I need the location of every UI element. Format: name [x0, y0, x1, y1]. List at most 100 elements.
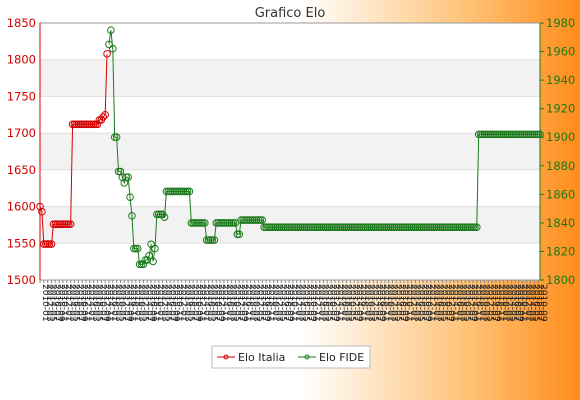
x-tick-label: 2010-01	[385, 284, 395, 322]
left-y-axis: 1500 1550 1600 1650 1700 1750 1800 1850	[7, 16, 41, 287]
data-point	[191, 219, 199, 227]
data-point	[446, 223, 454, 231]
left-tick-label: 1800	[7, 53, 36, 67]
data-point	[310, 223, 318, 231]
x-tick-label: 2010-05	[117, 284, 127, 322]
x-tick-label: 2012-01	[63, 284, 73, 322]
right-tick-label: 1940	[546, 73, 575, 87]
data-point	[256, 216, 265, 224]
legend-fide-marker	[304, 354, 310, 360]
data-point	[130, 244, 138, 253]
legend: Elo Italia Elo FIDE	[211, 345, 371, 369]
data-point	[258, 216, 267, 224]
data-point	[338, 223, 347, 231]
x-tick-label: 2016-09	[147, 284, 157, 322]
data-point	[179, 187, 188, 196]
x-tick-label: 2016-09	[377, 284, 387, 322]
data-point	[250, 216, 259, 224]
data-point	[43, 240, 52, 248]
x-tick-label: 2016-03	[435, 284, 445, 322]
x-tick-label: 2014-01	[316, 284, 326, 322]
data-point	[290, 223, 299, 231]
data-point	[214, 219, 222, 227]
data-point	[197, 219, 205, 227]
data-point	[145, 251, 153, 260]
data-point	[503, 130, 512, 139]
data-point	[112, 133, 121, 142]
data-point	[107, 26, 115, 34]
x-tick-label: 2012-11	[82, 284, 92, 322]
data-point	[423, 223, 431, 231]
data-point	[304, 223, 312, 231]
legend-box	[211, 345, 371, 369]
data-point	[313, 223, 322, 231]
data-point	[181, 187, 190, 196]
data-point	[515, 130, 523, 139]
data-point	[141, 256, 150, 264]
data-point	[367, 223, 376, 231]
data-point	[86, 120, 94, 129]
x-tick-label: 2014-05	[507, 284, 517, 322]
data-point	[398, 223, 406, 231]
x-tick-label: 2010-09	[78, 284, 88, 322]
data-point	[122, 173, 131, 181]
data-point	[507, 130, 516, 139]
data-point	[131, 244, 140, 253]
data-point	[200, 219, 209, 227]
data-point	[511, 130, 519, 139]
x-tick-label: 2016-01	[454, 284, 464, 322]
data-point	[524, 130, 533, 139]
data-point	[218, 219, 226, 227]
x-tick-label: 2018-11	[266, 284, 276, 322]
legend-fide-label: Elo FIDE	[319, 351, 364, 364]
data-point	[176, 187, 184, 196]
data-point	[264, 223, 272, 231]
data-point	[457, 223, 466, 231]
data-point	[438, 223, 447, 231]
x-tick-label: 2018-01	[247, 284, 257, 322]
x-tick-label: 2012-01	[523, 284, 533, 322]
x-tick-label: 2018-05	[209, 284, 219, 322]
data-point	[469, 223, 477, 231]
x-tick-label: 2016-09	[492, 284, 502, 322]
x-tick-label: 2014-03	[527, 284, 537, 322]
data-point	[335, 223, 343, 231]
left-tick-label: 1700	[7, 126, 36, 140]
data-point	[411, 223, 420, 231]
data-point	[222, 219, 230, 227]
data-point	[432, 223, 441, 231]
data-point	[522, 130, 531, 139]
x-tick-label: 2010-11	[404, 284, 414, 322]
x-tick-label: 2012-07	[120, 284, 130, 322]
data-point	[262, 223, 270, 231]
x-tick-label: 2010-03	[481, 284, 491, 322]
data-point	[49, 220, 58, 228]
x-tick-label: 2014-03	[182, 284, 192, 322]
data-point	[407, 223, 416, 231]
x-tick-label: 2010-01	[40, 284, 50, 322]
data-point	[455, 223, 464, 231]
x-tick-label: 2016-11	[473, 284, 483, 322]
data-point	[499, 130, 508, 139]
data-point	[220, 219, 228, 227]
legend-italia-marker	[223, 354, 229, 360]
x-tick-label: 2012-03	[44, 284, 54, 322]
right-tick-label: 1840	[546, 216, 575, 230]
x-tick-label: 2010-09	[308, 284, 318, 322]
data-point	[323, 223, 332, 231]
x-tick-label: 2018-03	[458, 284, 468, 322]
left-tick-label: 1850	[7, 16, 36, 30]
x-tick-label: 2012-09	[216, 284, 226, 322]
data-point	[459, 223, 468, 231]
x-tick-label: 2010-03	[136, 284, 146, 322]
data-point	[425, 223, 433, 231]
data-point	[84, 120, 92, 129]
data-point	[248, 216, 257, 224]
data-point	[82, 120, 90, 129]
x-tick-label: 2010-01	[270, 284, 280, 322]
right-tick-label: 1800	[546, 273, 575, 287]
data-point	[87, 120, 96, 129]
data-point	[388, 223, 397, 231]
data-point	[317, 223, 326, 231]
x-tick-label: 2018-07	[189, 284, 199, 322]
